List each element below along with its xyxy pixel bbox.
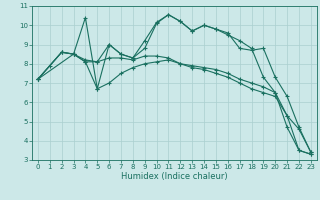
X-axis label: Humidex (Indice chaleur): Humidex (Indice chaleur): [121, 172, 228, 181]
